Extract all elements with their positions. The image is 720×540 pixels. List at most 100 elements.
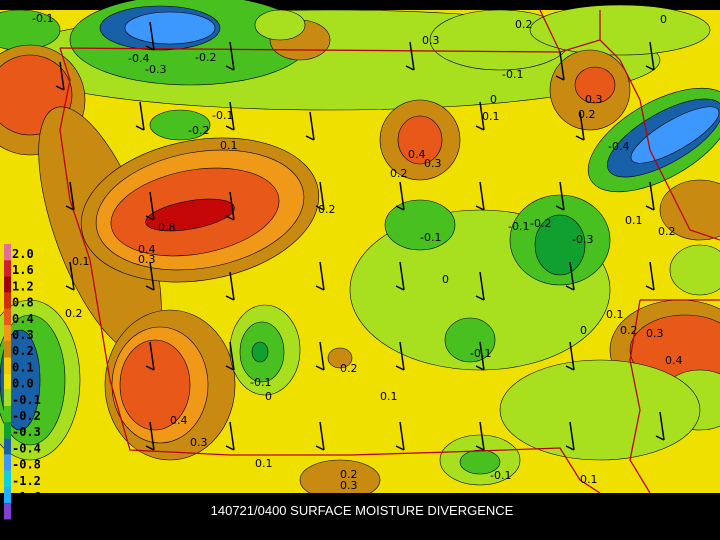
- wind-barb: [559, 51, 565, 81]
- contour-region: [459, 449, 501, 475]
- wind-barb-flag: [565, 365, 575, 371]
- wind-barb: [479, 181, 485, 211]
- wind-barb: [229, 271, 235, 301]
- legend-label: -1.6: [12, 490, 41, 504]
- wind-barb: [149, 191, 155, 221]
- wind-barb: [229, 191, 235, 221]
- contour-label: 0.1: [580, 473, 598, 486]
- contour-label: 0.1: [220, 139, 238, 152]
- contour-region: [149, 109, 211, 141]
- wind-barb-flag: [645, 205, 655, 211]
- wind-barb: [479, 341, 485, 371]
- contour-label: 0.2: [340, 362, 358, 375]
- wind-barb: [649, 181, 655, 211]
- wind-barb: [659, 411, 665, 441]
- contour-label: 0.3: [646, 327, 664, 340]
- contour-region: [534, 214, 586, 276]
- legend-swatch: [4, 454, 11, 471]
- wind-barb-flag: [565, 285, 575, 291]
- wind-barb-flag: [315, 365, 325, 371]
- legend-swatch: [4, 406, 11, 423]
- wind-barb: [399, 261, 405, 291]
- wind-barb: [149, 21, 155, 51]
- state-border: [59, 39, 720, 241]
- wind-barb-flag: [575, 135, 585, 141]
- wind-barb-flag: [395, 365, 405, 371]
- contour-label: -0.1: [250, 376, 271, 389]
- wind-barb-flag: [655, 435, 665, 441]
- contour-label: 0.4: [665, 354, 683, 367]
- wind-barb-flag: [225, 295, 235, 301]
- color-legend: 2.0 1.6 1.2 0.8 0.4 0.3 0.2 0.1 0.0 -0.1 -0.2 -0.3 -…: [4, 244, 41, 520]
- contour-label: 0.4: [408, 148, 426, 161]
- contour-label: 0.3: [422, 34, 440, 47]
- contour-label: 0.1: [625, 214, 643, 227]
- wind-barb: [569, 261, 575, 291]
- wind-barb: [149, 261, 155, 291]
- contour-region: [669, 244, 720, 296]
- legend-swatch: [4, 422, 11, 439]
- contour-region: [529, 4, 711, 56]
- contour-label: 0.2: [620, 324, 638, 337]
- contour-label: 0.2: [318, 203, 336, 216]
- wind-barb-flag: [395, 445, 405, 451]
- contour-label: 0.8: [158, 221, 176, 234]
- contour-label: 0.2: [390, 167, 408, 180]
- legend-label: -0.2: [12, 409, 41, 423]
- contour-label: -0.1: [470, 347, 491, 360]
- wind-barbs: [55, 21, 665, 451]
- legend-label: -1.2: [12, 474, 41, 488]
- wind-barb: [149, 421, 155, 451]
- footer-bar: [0, 493, 720, 540]
- wind-barb: [69, 261, 75, 291]
- wind-barb: [139, 101, 145, 131]
- contour-label: 0: [490, 93, 497, 106]
- contour-region: [145, 198, 235, 232]
- wind-barb-flag: [225, 125, 235, 131]
- contour-region: [384, 199, 456, 251]
- legend-label: -0.4: [12, 441, 41, 455]
- wind-barb-flag: [395, 205, 405, 211]
- legend-swatch: [4, 487, 11, 504]
- contour-labels: -0.1-0.4-0.3-0.20.3-0.40.3-0.1-0.20.10-0…: [32, 12, 683, 492]
- contour-region: [659, 179, 720, 241]
- contour-label: 0.3: [190, 436, 208, 449]
- wind-barb: [229, 341, 235, 371]
- wind-barb: [559, 181, 565, 211]
- wind-barb: [399, 181, 405, 211]
- wind-barb: [479, 101, 485, 131]
- wind-barb: [399, 341, 405, 371]
- contour-region: [254, 9, 306, 41]
- wind-barb: [569, 421, 575, 451]
- contour-label: 0.1: [482, 110, 500, 123]
- contour-label: 0.3: [138, 253, 156, 266]
- wind-barb: [309, 111, 315, 141]
- wind-barb-flag: [145, 285, 155, 291]
- legend-label: 0.2: [12, 344, 34, 358]
- wind-barb: [319, 421, 325, 451]
- contour-label: -0.2: [530, 217, 551, 230]
- wind-barb: [319, 181, 325, 211]
- contour-label: -0.1: [508, 220, 529, 233]
- contour-label: -0.1: [420, 231, 441, 244]
- contour-label: 0.3: [340, 479, 358, 492]
- wind-barb: [409, 41, 415, 71]
- wind-barb: [229, 101, 235, 131]
- wind-barb: [479, 271, 485, 301]
- wind-barb-flag: [565, 445, 575, 451]
- contour-label: 0: [442, 273, 449, 286]
- contour-label: 0.2: [578, 108, 596, 121]
- contour-label: -0.4: [128, 52, 149, 65]
- wind-barb-flag: [315, 285, 325, 291]
- wind-barb-flag: [145, 215, 155, 221]
- legend-swatch: [4, 341, 11, 358]
- legend-swatch: [4, 292, 11, 309]
- legend-swatch: [4, 276, 11, 293]
- contour-label: 0: [660, 13, 667, 26]
- wind-barb-flag: [395, 285, 405, 291]
- wind-barb: [479, 421, 485, 451]
- contour-label: 0.1: [380, 390, 398, 403]
- legend-label: 0.1: [12, 360, 34, 374]
- wind-barb: [319, 261, 325, 291]
- contour-label: -0.3: [572, 233, 593, 246]
